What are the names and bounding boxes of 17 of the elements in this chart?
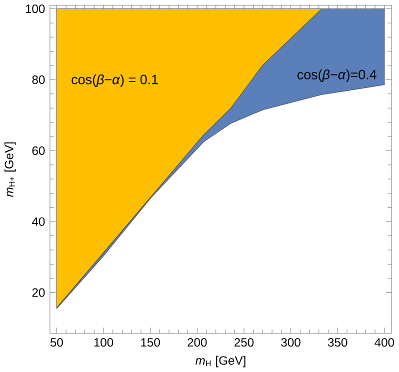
y-tick-label: 100 bbox=[26, 4, 45, 14]
x-tick-label: 250 bbox=[234, 338, 254, 347]
y-tick-label: 40 bbox=[32, 217, 45, 226]
x-tick-label: 150 bbox=[141, 338, 160, 347]
y-tick-label: 20 bbox=[32, 288, 45, 298]
x-axis-title: m$_{H}$ [GeV] bbox=[196, 356, 246, 368]
x-tick-label: 100 bbox=[94, 338, 114, 347]
y-axis-title: m$_{H+}$ [GeV] bbox=[4, 142, 16, 198]
annotation: cos(β−α) = 0.1 bbox=[72, 74, 158, 88]
x-tick-label: 400 bbox=[374, 338, 394, 347]
x-tick-label: 50 bbox=[50, 338, 63, 347]
x-tick-label: 350 bbox=[328, 338, 348, 347]
y-tick-label: 60 bbox=[32, 146, 45, 156]
x-tick-label: 300 bbox=[281, 338, 300, 347]
x-tick-label: 200 bbox=[188, 338, 207, 347]
y-tick-label: 80 bbox=[32, 76, 45, 84]
annotation: cos(β−α)=0.4 bbox=[297, 70, 376, 82]
